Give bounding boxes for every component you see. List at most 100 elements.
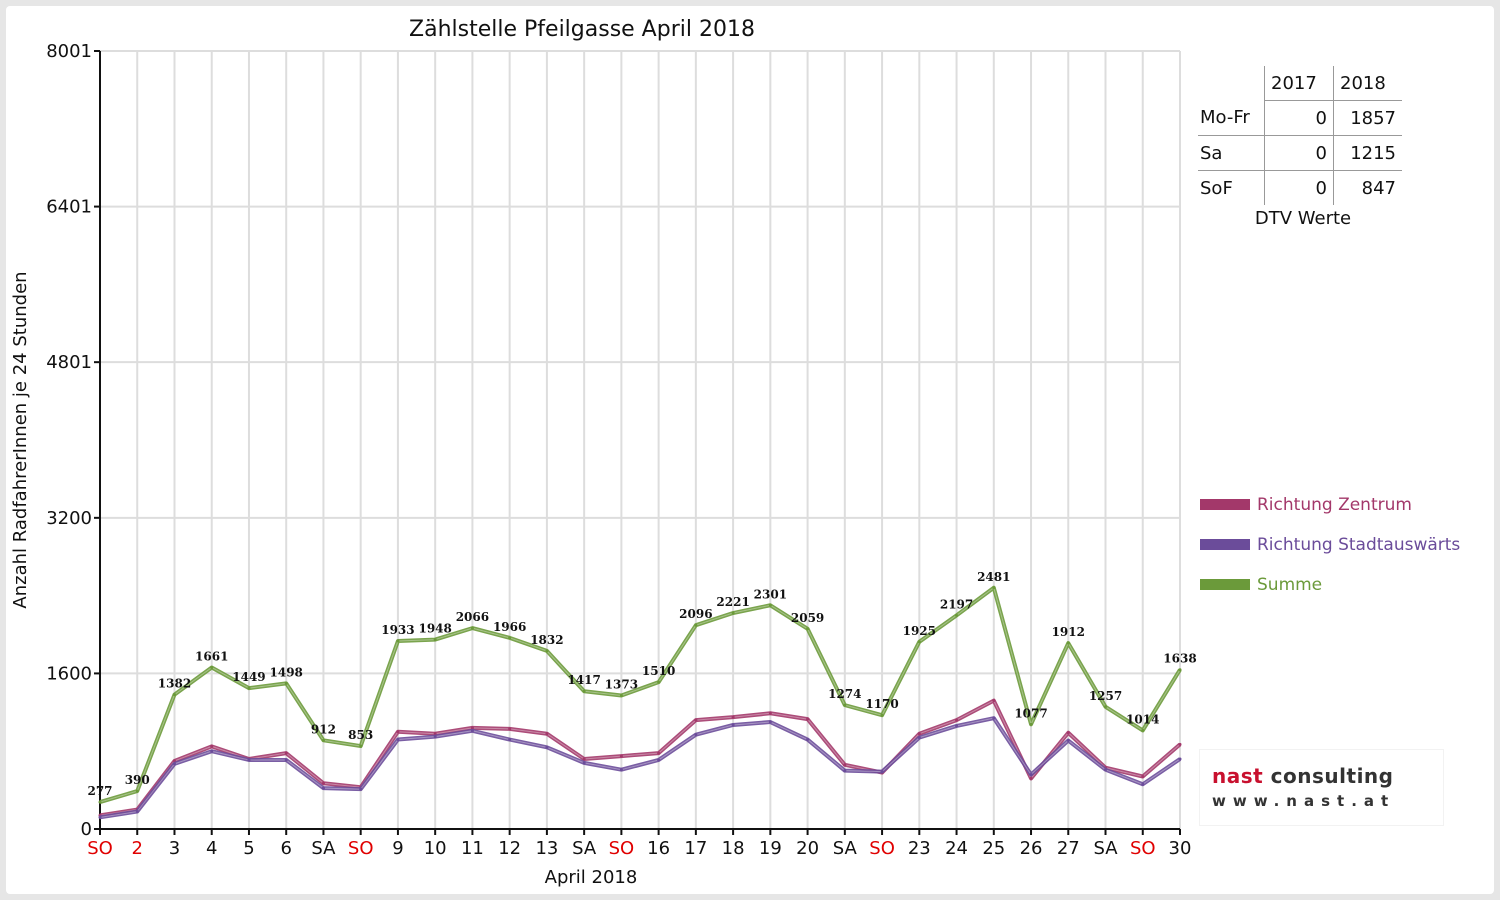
data-label: 1449 <box>232 670 265 684</box>
y-tick-label: 8001 <box>46 41 92 62</box>
data-point <box>396 639 400 643</box>
dtv-header-row: 2017 2018 <box>1198 66 1402 101</box>
x-tick-label: 3 <box>169 838 180 859</box>
x-tick-label: SA <box>833 838 858 859</box>
data-point <box>880 770 884 774</box>
y-tick-label: 1600 <box>46 663 92 684</box>
data-point <box>1029 776 1033 780</box>
legend-label: Richtung Stadtauswärts <box>1257 535 1460 555</box>
data-point <box>657 758 661 762</box>
data-point <box>210 749 214 753</box>
data-point <box>172 693 176 697</box>
x-tick-label: 26 <box>1020 838 1043 859</box>
data-point <box>806 738 810 742</box>
legend-label: Summe <box>1257 575 1322 595</box>
data-label: 853 <box>348 728 373 742</box>
data-label: 1382 <box>158 677 191 691</box>
y-tick-label: 0 <box>81 819 92 840</box>
data-label: 1638 <box>1163 652 1196 666</box>
x-tick-label: 5 <box>243 838 254 859</box>
data-point <box>470 726 474 730</box>
x-tick-label: SA <box>572 838 597 859</box>
x-tick-label: 27 <box>1057 838 1080 859</box>
data-point <box>247 758 251 762</box>
data-point <box>321 786 325 790</box>
data-point <box>694 733 698 737</box>
x-tick-label: 11 <box>461 838 484 859</box>
dtv-cell-2018: 847 <box>1333 170 1402 205</box>
data-point <box>657 751 661 755</box>
dtv-header-2018: 2018 <box>1333 66 1402 101</box>
data-point <box>992 716 996 720</box>
data-point <box>247 686 251 690</box>
logo-brand-part2: consulting <box>1270 764 1394 788</box>
series-line-0 <box>99 698 1182 818</box>
x-tick-label: SA <box>311 838 336 859</box>
x-tick-label: SO <box>87 838 113 859</box>
data-point <box>619 768 623 772</box>
series-line-2 <box>99 585 1182 804</box>
dtv-cell-2017: 0 <box>1264 170 1334 205</box>
data-point <box>321 738 325 742</box>
data-point <box>992 699 996 703</box>
data-point <box>843 703 847 707</box>
series-line-highlight-2 <box>99 587 1181 803</box>
company-logo: nast consulting www.nast.at <box>1200 750 1443 825</box>
dtv-caption: DTV Werte <box>1254 208 1352 229</box>
x-tick-label: SO <box>348 838 374 859</box>
dtv-cell-2018: 1857 <box>1333 100 1402 136</box>
data-point <box>284 751 288 755</box>
dtv-row-label: Sa <box>1198 135 1265 171</box>
legend-swatch <box>1200 499 1250 510</box>
data-label: 1966 <box>493 620 526 634</box>
data-point <box>545 732 549 736</box>
data-label: 1948 <box>418 622 451 636</box>
data-point <box>731 611 735 615</box>
data-point <box>1141 774 1145 778</box>
data-point <box>843 763 847 767</box>
data-label: 2481 <box>977 570 1010 584</box>
data-point <box>955 613 959 617</box>
data-point <box>1029 773 1033 777</box>
x-tick-label: SO <box>1130 838 1156 859</box>
dtv-row: Sa 0 1215 <box>1198 135 1402 171</box>
data-point <box>470 626 474 630</box>
logo-url: www.nast.at <box>1212 792 1396 810</box>
data-point <box>508 738 512 742</box>
data-point <box>470 729 474 733</box>
y-axis-label: Anzahl RadfahrerInnen je 24 Stunden <box>10 271 31 608</box>
data-point <box>694 718 698 722</box>
data-point <box>1104 768 1108 772</box>
data-label: 912 <box>311 722 336 736</box>
y-tick-label: 6401 <box>46 197 92 218</box>
data-point <box>1104 705 1108 709</box>
data-point <box>917 732 921 736</box>
data-point <box>508 636 512 640</box>
data-label: 390 <box>125 773 150 787</box>
data-point <box>1141 728 1145 732</box>
data-label: 2059 <box>791 611 824 625</box>
data-point <box>135 809 139 813</box>
data-label: 1373 <box>605 677 638 691</box>
data-point <box>843 769 847 773</box>
data-label: 2096 <box>679 607 712 621</box>
data-point <box>1066 739 1070 743</box>
x-tick-label: 19 <box>759 838 782 859</box>
dtv-header-2017: 2017 <box>1264 66 1334 101</box>
data-point <box>545 745 549 749</box>
data-point <box>1178 757 1182 761</box>
legend-swatch <box>1200 539 1250 550</box>
data-label: 1077 <box>1014 706 1047 720</box>
x-tick-label: 23 <box>908 838 931 859</box>
data-point <box>955 724 959 728</box>
x-tick-label: 9 <box>392 838 403 859</box>
data-label: 1661 <box>195 649 228 663</box>
data-point <box>172 762 176 766</box>
logo-brand: nast consulting <box>1212 764 1393 788</box>
x-tick-label: 20 <box>796 838 819 859</box>
data-point <box>582 689 586 693</box>
data-point <box>1066 641 1070 645</box>
x-tick-label: 13 <box>535 838 558 859</box>
series-lines <box>98 585 1182 820</box>
